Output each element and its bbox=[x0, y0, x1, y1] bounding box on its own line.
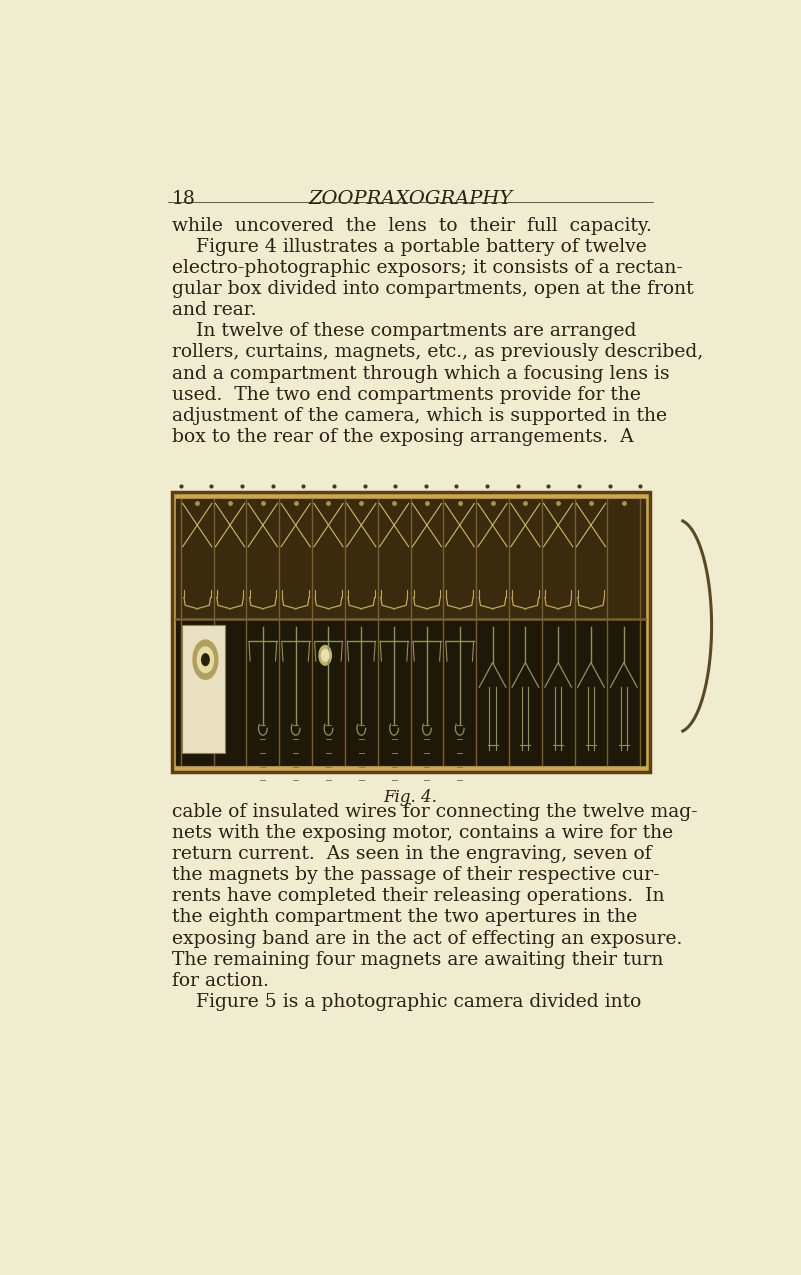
Bar bbox=[171, 492, 650, 771]
Text: and rear.: and rear. bbox=[171, 301, 256, 319]
Text: gular box divided into compartments, open at the front: gular box divided into compartments, ope… bbox=[171, 280, 693, 298]
Bar bbox=[176, 499, 645, 618]
Text: and a compartment through which a focusing lens is: and a compartment through which a focusi… bbox=[171, 365, 669, 382]
Text: return current.  As seen in the engraving, seven of: return current. As seen in the engraving… bbox=[171, 845, 651, 863]
Text: ZOOPRAXOGRAPHY: ZOOPRAXOGRAPHY bbox=[308, 190, 513, 208]
Text: nets with the exposing motor, contains a wire for the: nets with the exposing motor, contains a… bbox=[171, 824, 673, 842]
Text: Fig. 4.: Fig. 4. bbox=[384, 789, 437, 806]
Text: Figure 5 is a photographic camera divided into: Figure 5 is a photographic camera divide… bbox=[171, 993, 641, 1011]
Circle shape bbox=[321, 649, 329, 662]
Text: Figure 4 illustrates a portable battery of twelve: Figure 4 illustrates a portable battery … bbox=[171, 238, 646, 256]
Text: exposing band are in the act of effecting an exposure.: exposing band are in the act of effectin… bbox=[171, 929, 682, 947]
Text: while  uncovered  the  lens  to  their  full  capacity.: while uncovered the lens to their full c… bbox=[171, 217, 651, 235]
Text: cable of insulated wires for connecting the twelve mag-: cable of insulated wires for connecting … bbox=[171, 803, 697, 821]
Text: used.  The two end compartments provide for the: used. The two end compartments provide f… bbox=[171, 385, 640, 404]
Text: electro-photographic exposors; it consists of a rectan-: electro-photographic exposors; it consis… bbox=[171, 259, 682, 277]
Bar bbox=[176, 499, 645, 765]
Bar bbox=[182, 625, 225, 752]
Text: rents have completed their releasing operations.  In: rents have completed their releasing ope… bbox=[171, 887, 664, 905]
Text: The remaining four magnets are awaiting their turn: The remaining four magnets are awaiting … bbox=[171, 951, 663, 969]
Circle shape bbox=[193, 640, 218, 680]
Text: box to the rear of the exposing arrangements.  A: box to the rear of the exposing arrangem… bbox=[171, 428, 633, 446]
Circle shape bbox=[319, 645, 332, 666]
Text: for action.: for action. bbox=[171, 972, 268, 989]
Text: adjustment of the camera, which is supported in the: adjustment of the camera, which is suppo… bbox=[171, 407, 666, 425]
Text: the magnets by the passage of their respective cur-: the magnets by the passage of their resp… bbox=[171, 866, 659, 885]
Circle shape bbox=[202, 654, 209, 666]
Text: 18: 18 bbox=[171, 190, 195, 208]
Text: the eighth compartment the two apertures in the: the eighth compartment the two apertures… bbox=[171, 909, 637, 927]
Text: In twelve of these compartments are arranged: In twelve of these compartments are arra… bbox=[171, 323, 636, 340]
Text: rollers, curtains, magnets, etc., as previously described,: rollers, curtains, magnets, etc., as pre… bbox=[171, 343, 702, 361]
Circle shape bbox=[197, 646, 214, 672]
